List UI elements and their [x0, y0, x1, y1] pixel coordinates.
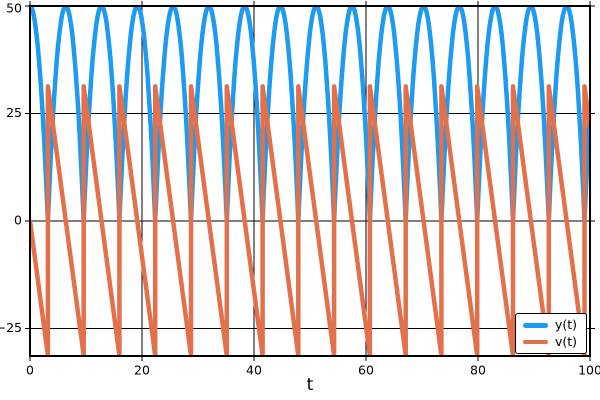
x-tick-label: 60	[358, 363, 374, 378]
legend: y(t) v(t)	[514, 313, 587, 354]
plot-frame	[29, 5, 591, 357]
axes-spines	[29, 5, 591, 357]
x-axis-label: t	[306, 375, 314, 395]
tick-labels: 0 20 40 60 80 100 50 25 0 −25	[0, 1, 600, 378]
y-tick-label: 50	[6, 1, 22, 16]
y-tick-label: −25	[0, 320, 22, 335]
x-tick-label: 0	[26, 363, 34, 378]
x-tick-label: 40	[246, 363, 262, 378]
legend-line-sample-v	[522, 339, 548, 344]
y-tick-label: 25	[6, 105, 22, 120]
series-line-v	[30, 84, 590, 356]
y-tick-label: 0	[14, 212, 22, 227]
x-tick-label: 20	[134, 363, 150, 378]
legend-label-v: v(t)	[554, 333, 577, 349]
series-line-y	[30, 6, 590, 224]
x-tick-label: 100	[578, 363, 600, 378]
legend-item-v: v(t)	[522, 333, 577, 349]
series-lines	[30, 6, 590, 356]
tick-marks	[25, 1, 595, 361]
legend-label-y: y(t)	[554, 317, 577, 332]
legend-item-y: y(t)	[522, 317, 577, 332]
x-tick-label: 80	[470, 363, 486, 378]
legend-line-sample-y	[522, 323, 548, 328]
